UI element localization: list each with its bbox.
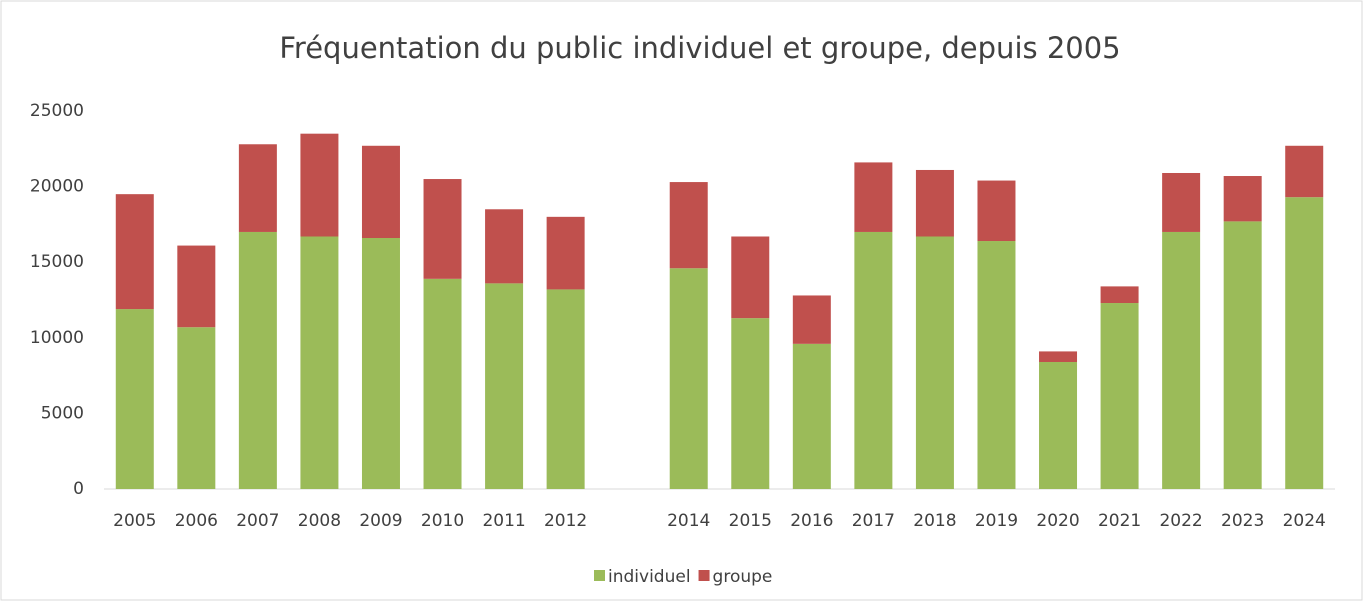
legend-label: individuel — [608, 567, 691, 587]
bar-segment — [300, 236, 339, 489]
bar-segment — [854, 231, 893, 489]
x-tick-label: 2016 — [790, 511, 833, 531]
bar-segment — [1162, 231, 1201, 489]
bar-segment — [546, 289, 585, 489]
bar-segment — [300, 133, 339, 237]
legend-label: groupe — [713, 567, 773, 587]
x-tick-label: 2020 — [1036, 511, 1079, 531]
bar-segment — [1285, 197, 1324, 489]
x-tick-label: 2007 — [236, 511, 279, 531]
bar-segment — [1162, 172, 1201, 232]
y-tick-label: 5000 — [41, 403, 84, 423]
x-tick-label: 2014 — [667, 511, 710, 531]
bar-segment — [177, 327, 216, 489]
bar-segment — [1223, 221, 1262, 489]
x-tick-label: 2012 — [544, 511, 587, 531]
bar-segment — [915, 236, 954, 489]
bar-segment — [792, 295, 831, 344]
x-tick-label: 2008 — [298, 511, 341, 531]
x-tick-label: 2009 — [359, 511, 402, 531]
x-tick-label: 2005 — [113, 511, 156, 531]
bar-segment — [1039, 351, 1078, 362]
x-tick-label: 2019 — [975, 511, 1018, 531]
bar-segment — [669, 268, 708, 489]
bar-segment — [238, 144, 277, 232]
y-tick-label: 10000 — [30, 328, 84, 348]
y-tick-label: 25000 — [30, 101, 84, 121]
bar-segment — [1100, 286, 1139, 304]
bar-segment — [915, 169, 954, 237]
bar-segment — [854, 162, 893, 232]
x-tick-label: 2023 — [1221, 511, 1264, 531]
x-tick-label: 2015 — [729, 511, 772, 531]
x-tick-label: 2006 — [175, 511, 218, 531]
bar-segment — [115, 194, 154, 310]
legend-swatch — [698, 570, 710, 581]
bar-segment — [238, 231, 277, 489]
chart-title: Fréquentation du public individuel et gr… — [279, 31, 1120, 65]
x-tick-label: 2021 — [1098, 511, 1141, 531]
bar-segment — [546, 216, 585, 290]
x-tick-label: 2018 — [913, 511, 956, 531]
bar-segment — [485, 209, 524, 284]
bar-segment — [1285, 145, 1324, 198]
bar-segment — [177, 245, 216, 328]
x-tick-label: 2010 — [421, 511, 464, 531]
bar-segment — [485, 283, 524, 489]
bar-segment — [1223, 176, 1262, 222]
bar-segment — [977, 180, 1016, 242]
bar-segment — [731, 318, 770, 489]
bar-segment — [361, 238, 400, 489]
y-tick-label: 15000 — [30, 252, 84, 272]
bar-segment — [1039, 361, 1078, 489]
x-tick-label: 2022 — [1159, 511, 1202, 531]
legend-swatch — [594, 570, 605, 581]
bar-segment — [1100, 303, 1139, 489]
y-tick-label: 20000 — [30, 177, 84, 197]
x-tick-label: 2017 — [852, 511, 895, 531]
bar-segment — [731, 236, 770, 319]
x-tick-label: 2011 — [482, 511, 525, 531]
bar-segment — [423, 278, 462, 489]
bar-segment — [792, 343, 831, 489]
bar-segment — [669, 182, 708, 269]
bar-segment — [115, 309, 154, 489]
bar-segment — [423, 179, 462, 279]
y-tick-label: 0 — [73, 479, 84, 499]
x-tick-label: 2024 — [1283, 511, 1326, 531]
bar-segment — [977, 241, 1016, 489]
bar-segment — [361, 145, 400, 239]
